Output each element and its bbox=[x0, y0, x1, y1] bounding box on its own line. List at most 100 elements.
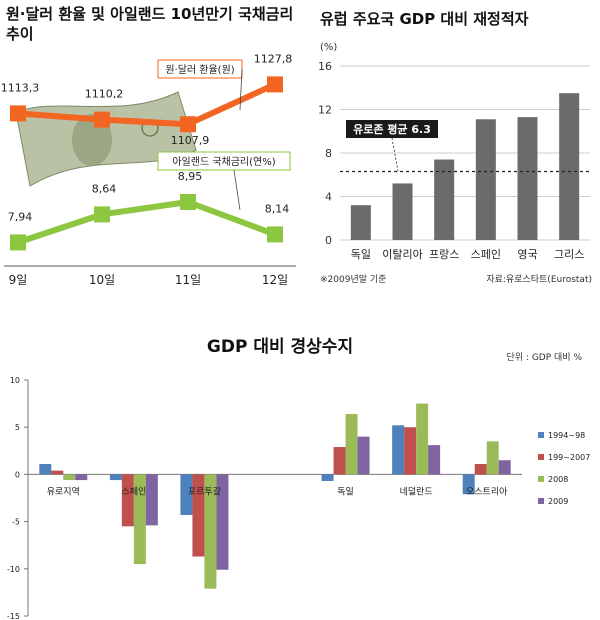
bar bbox=[392, 183, 413, 240]
unit-label: 단위 : GDP 대비 % bbox=[506, 353, 582, 363]
series-callout-label: 아일랜드 국채금리(연%) bbox=[172, 156, 275, 168]
bar bbox=[333, 447, 346, 475]
y-axis-unit: (%) bbox=[320, 42, 337, 53]
bar bbox=[517, 117, 538, 240]
bar bbox=[204, 474, 217, 589]
x-tick-label: 네덜란드 bbox=[400, 485, 433, 497]
data-point bbox=[94, 206, 110, 223]
bar bbox=[133, 474, 146, 565]
bar bbox=[39, 464, 52, 475]
chart-title-current-account: GDP 대비 경상수지 bbox=[206, 337, 354, 357]
bar bbox=[109, 474, 122, 481]
y-tick-label: 8 bbox=[325, 147, 332, 160]
y-tick-label: 10 bbox=[10, 376, 20, 385]
data-point bbox=[267, 76, 283, 93]
bar bbox=[434, 159, 455, 240]
x-tick-label: 포르투갈 bbox=[188, 486, 221, 497]
reference-leader bbox=[391, 137, 399, 172]
data-label: 1113,3 bbox=[1, 81, 40, 94]
bar bbox=[63, 474, 76, 481]
y-tick-label: 12 bbox=[318, 104, 332, 117]
bar bbox=[475, 119, 496, 240]
data-label: 1110,2 bbox=[85, 88, 124, 101]
bar bbox=[486, 441, 499, 475]
x-tick-label: 10일 bbox=[89, 273, 115, 287]
current-account-chart: 10 5 0 -5 -10 -15 유로지역 스페인 포르투갈 독일 네덜란드 오스트리아 1994~9… bbox=[7, 376, 590, 620]
y-tick-label: 0 bbox=[325, 234, 332, 247]
data-point bbox=[180, 116, 196, 133]
data-label: 8,14 bbox=[265, 202, 290, 215]
data-label: 7,94 bbox=[8, 210, 33, 223]
x-tick-label: 독일 bbox=[337, 486, 354, 497]
legend-label: 2008 bbox=[548, 475, 568, 484]
data-point bbox=[94, 111, 110, 128]
y-tick-label: 16 bbox=[318, 60, 332, 73]
chart-title-exchange: 원·달러 환율 및 아일랜드 10년만기 국채금리 추이 bbox=[6, 5, 294, 43]
y-tick-label: 0 bbox=[15, 470, 20, 479]
bar bbox=[350, 205, 371, 240]
dollar-bill-illustration bbox=[15, 91, 197, 187]
x-tick-label: 12일 bbox=[262, 273, 288, 287]
bar bbox=[498, 460, 511, 475]
callout-leader bbox=[239, 68, 243, 111]
series-callout-box bbox=[157, 151, 291, 171]
x-tick-label: 9일 bbox=[9, 273, 28, 287]
bar bbox=[216, 474, 229, 570]
data-point bbox=[10, 234, 26, 251]
legend-label: 2009 bbox=[548, 497, 568, 506]
legend-swatch bbox=[538, 432, 544, 438]
data-point bbox=[10, 105, 26, 122]
footnote: ※2009년말 기준 bbox=[320, 273, 386, 285]
reference-label-box bbox=[346, 120, 438, 138]
x-tick-label: 프랑스 bbox=[429, 248, 459, 261]
source-note: 자료:유로스타트(Eurostat) bbox=[486, 274, 592, 285]
bar bbox=[51, 470, 64, 475]
bar bbox=[559, 93, 580, 240]
data-label: 8,95 bbox=[178, 170, 203, 183]
legend-swatch bbox=[538, 454, 544, 460]
bar bbox=[192, 474, 205, 557]
fiscal-deficit-panel: 유럽 주요국 GDP 대비 재정적자 (%) 0 4 8 12 16 독일 이탈리아 프랑스 스페… bbox=[300, 0, 600, 300]
bar bbox=[180, 474, 193, 515]
data-label: 1107,9 bbox=[171, 134, 210, 147]
current-account-panel: GDP 대비 경상수지 단위 : GDP 대비 % 10 5 0 -5 -10 -15 유로… bbox=[0, 320, 600, 620]
x-tick-label: 유로지역 bbox=[47, 486, 80, 497]
bar bbox=[121, 474, 134, 527]
fiscal-deficit-chart: (%) 0 4 8 12 16 독일 이탈리아 프랑스 스페인 영국 그리스 유로존 평균 6.3 ※20… bbox=[318, 42, 592, 285]
data-point bbox=[180, 194, 196, 210]
legend-label: 1994~98 bbox=[548, 431, 585, 440]
callout-leader bbox=[233, 169, 241, 211]
x-tick-label: 독일 bbox=[351, 247, 371, 261]
x-tick-label: 그리스 bbox=[554, 248, 584, 261]
bar bbox=[345, 413, 358, 475]
reference-label: 유로존 평균 6.3 bbox=[353, 122, 431, 136]
x-tick-label: 이탈리아 bbox=[382, 248, 422, 261]
x-tick-label: 스페인 bbox=[121, 486, 146, 497]
x-tick-label: 오스트리아 bbox=[466, 486, 508, 497]
bar bbox=[145, 474, 158, 526]
bar bbox=[474, 464, 487, 475]
y-tick-label: 5 bbox=[15, 423, 20, 432]
bar bbox=[404, 427, 417, 475]
bar bbox=[357, 436, 370, 475]
bar bbox=[428, 445, 441, 475]
data-label: 8,64 bbox=[92, 182, 117, 195]
bar bbox=[462, 474, 475, 495]
series-line-1 bbox=[17, 81, 277, 128]
x-tick-label: 11일 bbox=[175, 273, 201, 287]
data-point bbox=[267, 226, 283, 243]
bar bbox=[321, 474, 334, 482]
y-tick-label: -5 bbox=[12, 518, 20, 527]
chart-title-deficit: 유럽 주요국 GDP 대비 재정적자 bbox=[320, 10, 529, 28]
bar bbox=[392, 425, 405, 475]
data-label: 1127,8 bbox=[254, 52, 293, 65]
y-tick-label: 4 bbox=[325, 191, 332, 204]
series-callout-label: 원·달러 환율(원) bbox=[165, 64, 234, 76]
legend-swatch bbox=[538, 498, 544, 504]
x-tick-label: 영국 bbox=[517, 248, 537, 261]
series-line-2 bbox=[17, 199, 277, 246]
bar bbox=[75, 474, 88, 481]
legend-swatch bbox=[538, 476, 544, 482]
legend-label: 199~2007 bbox=[548, 453, 590, 462]
y-tick-label: -10 bbox=[7, 565, 20, 574]
